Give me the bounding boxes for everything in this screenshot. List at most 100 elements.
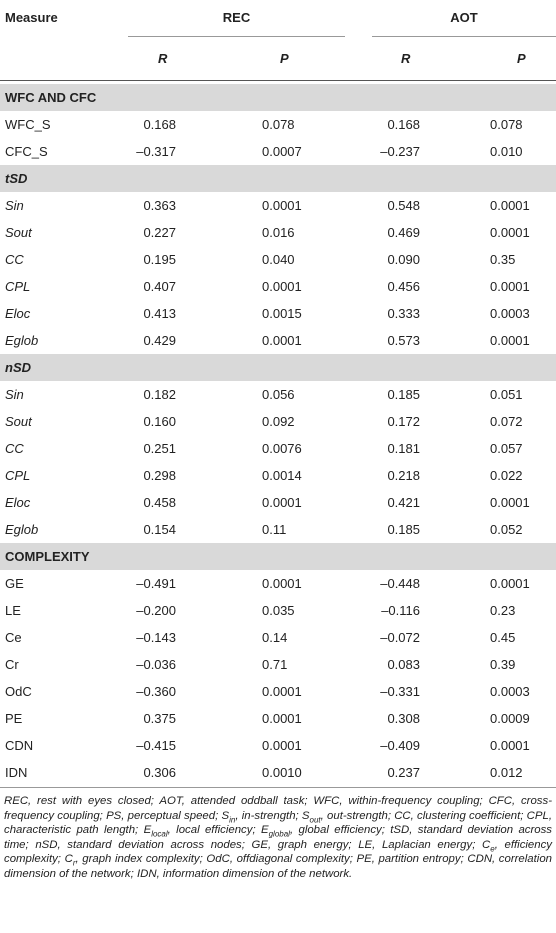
table-row: Sout 0.227 0.016 0.469 0.0001 [0,219,556,246]
measure-cell: Cr [5,657,19,672]
section-row: COMPLEXITY [0,543,556,570]
value-cell: 0.23 [490,603,516,618]
value-cell: 0.154 [143,522,176,537]
measure-cell: OdC [5,684,32,699]
value-cell: 0.407 [143,279,176,294]
table-row: CFC_S –0.317 0.0007 –0.237 0.010 [0,138,556,165]
value-cell: –0.491 [136,576,176,591]
value-cell: 0.39 [490,657,516,672]
table-row: Ce –0.143 0.14 –0.072 0.45 [0,624,556,651]
section-title: COMPLEXITY [5,549,90,564]
table-row: PE 0.375 0.0001 0.308 0.0009 [0,705,556,732]
table-row: Eglob 0.429 0.0001 0.573 0.0001 [0,327,556,354]
value-cell: 0.298 [143,468,176,483]
table-row: CPL 0.298 0.0014 0.218 0.022 [0,462,556,489]
footnote-sub: e [490,844,495,854]
value-cell: 0.469 [387,225,420,240]
value-cell: 0.0001 [490,198,530,213]
table-row: IDN 0.306 0.0010 0.237 0.012 [0,759,556,786]
value-cell: 0.237 [387,765,420,780]
footnote-text: , graph index complexity; OdC, offdiagon… [4,853,552,880]
measure-header: Measure [5,10,58,25]
value-cell: –0.200 [136,603,176,618]
value-cell: 0.573 [387,333,420,348]
value-cell: –0.331 [380,684,420,699]
value-cell: 0.227 [143,225,176,240]
value-cell: 0.016 [262,225,295,240]
footnote-sub: r [72,858,76,868]
table-row: Cr –0.036 0.71 0.083 0.39 [0,651,556,678]
footnote-text: REC, rest with eyes closed; AOT, attende… [4,795,552,822]
value-cell: 0.0076 [262,441,302,456]
section-row: nSD [0,354,556,381]
value-cell: 0.0001 [490,225,530,240]
value-cell: –0.409 [380,738,420,753]
measure-cell: IDN [5,765,28,780]
measure-cell: Sin [5,387,24,402]
value-cell: –0.143 [136,630,176,645]
value-cell: 0.413 [143,306,176,321]
value-cell: 0.0009 [490,711,530,726]
value-cell: –0.415 [136,738,176,753]
footnote-sub: global [268,829,290,839]
subheader: R [401,51,411,66]
value-cell: 0.0001 [490,738,530,753]
value-cell: 0.306 [143,765,176,780]
footnote-text: , efficiency complexity; C [4,838,552,866]
value-cell: 0.172 [387,414,420,429]
group-rule [372,36,556,37]
value-cell: 0.218 [387,468,420,483]
value-cell: 0.010 [490,144,523,159]
section-row: WFC AND CFC [0,84,556,111]
value-cell: 0.012 [490,765,523,780]
measure-cell: CPL [5,279,31,294]
value-cell: 0.0001 [262,198,302,213]
group-rule [128,36,345,37]
table-row: CC 0.195 0.040 0.090 0.35 [0,246,556,273]
value-cell: 0.083 [387,657,420,672]
table-row: LE –0.200 0.035 –0.116 0.23 [0,597,556,624]
value-cell: –0.360 [136,684,176,699]
header-rule [0,80,556,81]
value-cell: 0.0001 [490,279,530,294]
measure-cell: Sin [5,198,24,213]
table-row: CPL 0.407 0.0001 0.456 0.0001 [0,273,556,300]
value-cell: 0.056 [262,387,295,402]
measure-cell: Eglob [5,522,39,537]
measure-cell: PE [5,711,23,726]
value-cell: –0.237 [380,144,420,159]
value-cell: 0.11 [262,522,287,537]
value-cell: 0.71 [262,657,288,672]
measure-cell: Eglob [5,333,39,348]
value-cell: 0.168 [387,117,420,132]
value-cell: –0.036 [136,657,176,672]
measure-cell: WFC_S [5,117,51,132]
footnote: REC, rest with eyes closed; AOT, attende… [4,794,552,882]
value-cell: –0.448 [380,576,420,591]
group-header: REC [222,10,251,25]
table-row: Eloc 0.458 0.0001 0.421 0.0001 [0,489,556,516]
value-cell: 0.0001 [262,711,302,726]
table-row: OdC –0.360 0.0001 –0.331 0.0003 [0,678,556,705]
section-title: WFC AND CFC [5,90,97,105]
measure-cell: CC [5,252,24,267]
value-cell: 0.185 [387,522,420,537]
value-cell: 0.0001 [490,576,530,591]
value-cell: 0.363 [143,198,176,213]
measure-cell: Sout [5,225,32,240]
value-cell: 0.458 [143,495,176,510]
value-cell: 0.195 [143,252,176,267]
value-cell: 0.052 [490,522,523,537]
measure-cell: Ce [5,630,22,645]
value-cell: 0.0003 [490,306,530,321]
value-cell: 0.0001 [262,684,302,699]
value-cell: 0.0003 [490,684,530,699]
table-row: Sout 0.160 0.092 0.172 0.072 [0,408,556,435]
value-cell: 0.429 [143,333,176,348]
subheader: P [517,51,526,66]
measure-cell: CFC_S [5,144,48,159]
value-cell: 0.14 [262,630,288,645]
value-cell: 0.040 [262,252,295,267]
value-cell: 0.092 [262,414,295,429]
